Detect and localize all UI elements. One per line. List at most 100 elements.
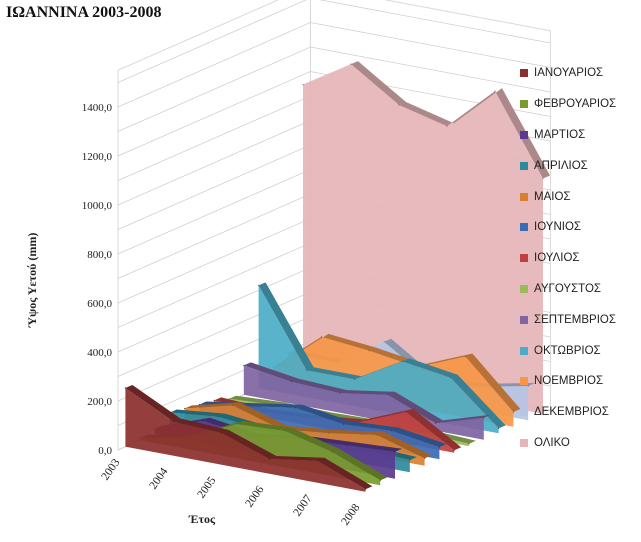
x-axis-label: Έτος [188, 512, 216, 526]
data-point [424, 457, 426, 459]
data-point [498, 427, 500, 429]
data-point [258, 284, 260, 286]
legend-item: ΙΑΝΟΥΑΡΙΟΣ [520, 58, 638, 89]
data-point [494, 90, 496, 92]
x-tick-label: 2005 [195, 475, 218, 501]
legend-label: ΟΛΙΚΟ [534, 436, 570, 449]
y-tick-label: 200,0 [87, 396, 112, 408]
data-point [350, 63, 352, 65]
data-point [294, 407, 296, 409]
legend-item: ΑΠΡΙΛΙΟΣ [520, 150, 638, 181]
series-1 [124, 384, 373, 492]
data-point [346, 444, 348, 446]
legend-swatch [520, 130, 528, 139]
y-tick-label: 600,0 [87, 298, 112, 310]
data-point [446, 125, 448, 127]
legend-label: ΦΕΒΡΟΥΑΡΙΟΣ [534, 98, 617, 111]
data-point [172, 420, 174, 423]
data-point [328, 432, 330, 434]
y-tick-label: 1200,0 [82, 151, 113, 163]
legend-label: ΣΕΠΤΕΜΒΡΙΟΣ [534, 313, 616, 326]
legend-item: ΜΑΡΤΙΟΣ [520, 120, 638, 151]
legend-swatch [520, 254, 528, 263]
data-point [354, 378, 356, 380]
data-point [217, 416, 219, 418]
area-top-9 [243, 362, 491, 424]
legend-label: ΑΠΡΙΛΙΟΣ [534, 159, 588, 172]
data-point [268, 458, 270, 460]
chart-title: ΙΩΑΝΝΙΝΑ 2003-2008 [6, 4, 162, 21]
data-point [306, 369, 308, 371]
data-point [283, 429, 285, 432]
data-point [394, 451, 396, 453]
legend-item: ΜΑΙΟΣ [520, 181, 638, 212]
data-point [483, 417, 485, 419]
x-tick-label: 2004 [147, 466, 170, 492]
data-point [450, 377, 452, 379]
legend-label: ΙΟΥΛΙΟΣ [534, 252, 580, 265]
x-tick-label: 2008 [339, 502, 362, 528]
data-point [184, 407, 186, 410]
data-point [435, 422, 437, 424]
data-point [243, 364, 245, 366]
y-tick-label: 0,0 [98, 445, 112, 457]
data-point [232, 404, 234, 406]
legend-item: ΣΕΠΤΕΜΒΡΙΟΣ [520, 304, 638, 335]
area-1 [125, 387, 366, 492]
legend-swatch [520, 100, 528, 109]
data-point [438, 446, 440, 448]
data-point [331, 451, 333, 453]
data-point [291, 381, 293, 383]
area-top-2 [140, 420, 388, 481]
legend-item: ΝΟΕΜΒΡΙΟΣ [520, 366, 638, 397]
data-point [302, 83, 304, 86]
area-top-5 [184, 402, 432, 459]
y-tick-label: 400,0 [87, 347, 112, 359]
data-point [527, 385, 529, 387]
data-point [387, 394, 389, 396]
data-point [402, 360, 404, 362]
data-point [512, 411, 515, 413]
legend-label: ΜΑΡΤΙΟΣ [534, 128, 586, 141]
legend-label: ΑΥΓΟΥΣΤΟΣ [534, 282, 602, 295]
x-tick-label: 2007 [291, 493, 314, 519]
legend-swatch [520, 346, 528, 355]
legend-item: ΙΟΥΛΙΟΣ [520, 243, 638, 274]
x-tick-label: 2006 [243, 484, 266, 510]
area-top-3 [155, 417, 402, 452]
legend-item: ΟΚΤΩΒΡΙΟΣ [520, 335, 638, 366]
gridline [117, 22, 551, 108]
data-point [383, 341, 385, 343]
y-tick-label: 800,0 [87, 249, 112, 261]
data-point [542, 177, 544, 180]
legend-item: ΙΟΥΝΙΟΣ [520, 212, 638, 243]
legend-label: ΜΑΙΟΣ [534, 190, 571, 203]
legend-swatch [520, 408, 528, 417]
data-point [398, 104, 400, 106]
data-point [409, 459, 411, 461]
legend-item: ΦΕΒΡΟΥΑΡΙΟΣ [520, 89, 638, 120]
gridline [117, 0, 551, 83]
legend-item: ΟΛΙΚΟ [520, 428, 638, 459]
data-point [376, 434, 378, 436]
data-point [405, 411, 407, 413]
gridline [117, 71, 551, 157]
data-point [320, 336, 322, 338]
legend-swatch [520, 161, 528, 170]
data-point [202, 420, 204, 422]
data-point [339, 392, 341, 394]
legend-swatch [520, 284, 528, 293]
legend-item: ΑΥΓΟΥΣΤΟΣ [520, 274, 638, 305]
data-point [198, 403, 200, 406]
data-point [213, 399, 215, 401]
legend-swatch [520, 223, 528, 232]
series-13 [302, 61, 550, 414]
data-point [316, 460, 318, 462]
y-axis-label: Ύψος Υετού (mm) [25, 233, 39, 329]
legend-label: ΙΟΥΝΙΟΣ [534, 221, 581, 234]
y-axis-ticks: 0,0 200,0 400,0 600,0 800,0 1000,0 1200,0 1400,… [82, 102, 113, 457]
data-point [342, 423, 344, 425]
legend-item: ΔΕΚΕΜΒΡΙΟΣ [520, 397, 638, 428]
series-layer [124, 61, 550, 492]
